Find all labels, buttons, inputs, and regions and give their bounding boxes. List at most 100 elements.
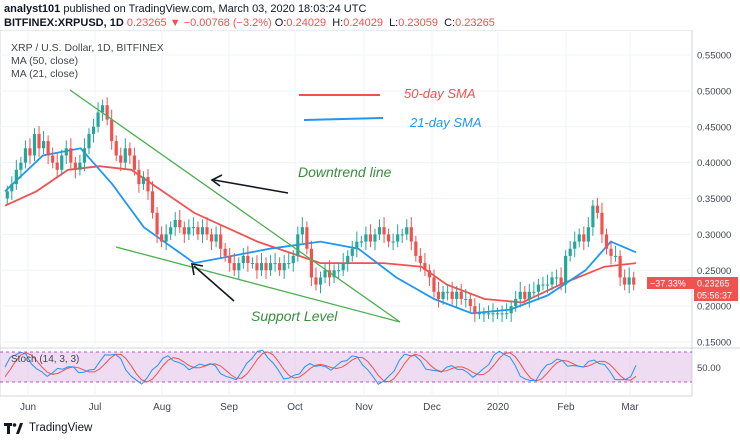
candle-body <box>350 248 354 256</box>
candle-body <box>382 227 386 235</box>
stoch-k-line <box>4 349 637 385</box>
candle-body <box>296 234 300 256</box>
candle-body <box>541 284 545 286</box>
price-tick-label: 0.50000 <box>697 86 731 97</box>
high-value: 0.24029 <box>343 17 383 29</box>
candle-body <box>101 105 105 113</box>
candle-body <box>182 227 186 235</box>
candle-body <box>96 112 100 127</box>
candle-body <box>314 277 318 285</box>
publish-info: published on TradingView.com, March 03, … <box>63 3 367 15</box>
candle-body <box>300 227 304 235</box>
candle-body <box>482 313 486 315</box>
candle-body <box>464 298 468 300</box>
candle-body <box>287 263 291 265</box>
candle-body <box>600 212 604 235</box>
candle-body <box>291 255 295 264</box>
price-chart[interactable]: 0.55000 0.50000 0.45000 0.40000 0.35000 0.300… <box>0 30 740 420</box>
candle-body <box>491 313 495 315</box>
ma21-legend[interactable]: MA (21, close) <box>11 68 79 80</box>
candle-body <box>32 133 37 156</box>
support-arrow-icon <box>191 263 235 302</box>
candle-body <box>505 313 509 315</box>
candle-body <box>473 306 477 314</box>
candle-body <box>514 298 518 307</box>
candle-body <box>446 291 450 293</box>
candle-body <box>73 162 77 170</box>
candle-body <box>545 284 550 286</box>
candle-body <box>441 291 445 299</box>
candle-body <box>5 191 9 199</box>
candle-body <box>527 291 531 299</box>
last-price: 0.23265 <box>126 17 167 29</box>
candle-body <box>396 234 400 242</box>
close-value: 0.23265 <box>455 17 495 29</box>
candle-body <box>19 162 23 170</box>
candle-body <box>568 248 572 256</box>
price-tick-label: 0.45000 <box>697 122 731 133</box>
candle-body <box>486 313 491 315</box>
candle-body <box>405 227 409 235</box>
candle-body <box>64 148 68 156</box>
candle-body <box>355 241 359 249</box>
candle-body <box>169 227 173 235</box>
time-tick-label: Nov <box>355 402 373 413</box>
candle-body <box>164 234 168 242</box>
candle-body <box>577 234 581 242</box>
time-tick-label: Sep <box>220 402 238 413</box>
ohlc-header: BITFINEX:XRPUSD, 1D 0.23265 ▼ −0.00768 (… <box>4 17 498 29</box>
candle-body <box>268 263 273 271</box>
candle-body <box>450 291 454 299</box>
time-tick-label: Aug <box>153 402 171 413</box>
candle-body <box>323 270 327 278</box>
candle-body <box>278 263 282 271</box>
close-label: C: <box>444 17 456 29</box>
ma50-legend[interactable]: MA (50, close) <box>11 55 79 67</box>
candle-body <box>500 313 504 315</box>
candle-body <box>359 241 363 243</box>
candle-body <box>114 141 118 156</box>
candle-body <box>246 255 250 264</box>
candle-body <box>550 277 554 285</box>
candle-body <box>468 298 472 307</box>
candle-body <box>60 155 64 170</box>
downtrend-annotation: Downtrend line <box>298 164 392 180</box>
stoch-d-line <box>4 351 637 383</box>
candle-body <box>532 291 536 293</box>
time-tick-label: Oct <box>287 402 303 413</box>
candle-body <box>105 105 109 120</box>
tradingview-logo-icon <box>4 423 23 434</box>
candle-body <box>91 126 96 134</box>
candle-body <box>586 227 590 242</box>
candle-body <box>69 148 73 163</box>
candle-body <box>119 155 123 163</box>
candle-body <box>559 277 563 285</box>
support-annotation: Support Level <box>251 308 338 324</box>
sma21-annotation: 21-day SMA <box>409 115 482 130</box>
candle-body <box>418 255 422 264</box>
candle-body <box>250 263 255 265</box>
downtrend-line <box>69 89 401 323</box>
price-badges: −37.33% 0.23265 05:56:37 <box>647 277 738 301</box>
candle-body <box>219 234 223 249</box>
candle-body <box>146 176 150 192</box>
price-tick-label: 0.30000 <box>697 230 731 241</box>
candle-body <box>618 255 622 278</box>
candle-body <box>337 270 341 272</box>
price-tick-label: 0.55000 <box>697 51 731 62</box>
candle-body <box>613 255 618 257</box>
candle-body <box>477 313 481 315</box>
author-name[interactable]: analyst101 <box>4 3 61 15</box>
candle-body <box>55 162 59 170</box>
price-tick-label: 0.40000 <box>697 158 731 169</box>
downtrend-arrow-icon <box>210 174 289 194</box>
candle-body <box>523 291 527 299</box>
time-tick-label: Dec <box>423 402 441 413</box>
footer-brand[interactable]: TradingView <box>4 421 92 435</box>
candle-body <box>368 234 373 242</box>
candle-body <box>377 227 382 235</box>
candle-body <box>232 263 236 271</box>
support-line <box>115 246 401 323</box>
candle-body <box>627 277 631 285</box>
price-change: −0.00768 (−3.2%) <box>183 17 272 29</box>
